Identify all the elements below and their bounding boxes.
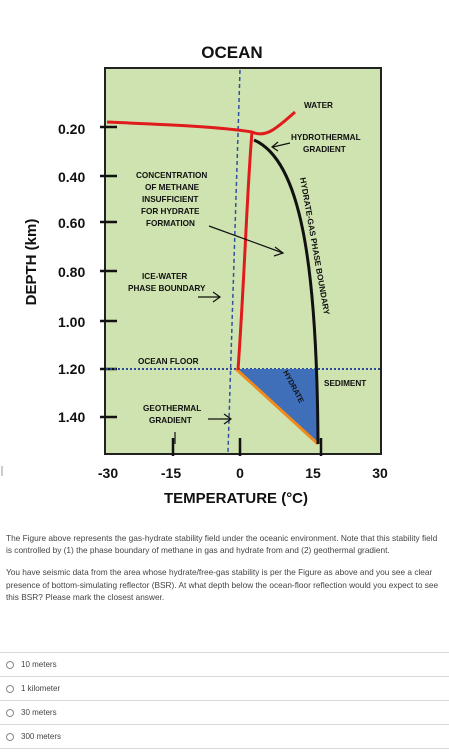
question-paragraph-2: You have seismic data from the area whos…: [6, 567, 439, 602]
hydrate-stability-figure: OCEAN DEPTH (km) 0.20 0.40 0.60 0.80 1.0…: [1, 43, 388, 507]
depth-tick: 0.40: [58, 169, 85, 185]
label-concentration-3: INSUFFICIENT: [142, 195, 198, 204]
option-10-meters[interactable]: 10 meters: [0, 652, 449, 676]
radio-button[interactable]: [6, 708, 14, 717]
temp-tick: 0: [236, 465, 244, 481]
option-label: 1 kilometer: [21, 684, 61, 693]
depth-tick: 0.60: [58, 215, 85, 231]
depth-tick: 1.20: [58, 361, 85, 377]
radio-button[interactable]: [6, 660, 14, 669]
hydrothermal-curve: [106, 110, 297, 136]
label-ice-water-2: PHASE BOUNDARY: [128, 284, 206, 293]
label-sediment: SEDIMENT: [324, 379, 366, 388]
depth-tick: 1.40: [58, 409, 85, 425]
label-concentration-2: OF METHANE: [145, 183, 200, 192]
label-concentration-4: FOR HYDRATE: [141, 207, 200, 216]
label-ice-water: ICE-WATER: [142, 272, 187, 281]
depth-axis: 0.20 0.40 0.60 0.80 1.00 1.20 1.40: [58, 121, 117, 425]
question-paragraph-1: The Figure above represents the gas-hydr…: [6, 533, 438, 556]
label-ocean-floor: OCEAN FLOOR: [138, 357, 199, 366]
temperature-axis: -30 -15 0 15 30: [98, 438, 388, 481]
depth-tick: 1.00: [58, 314, 85, 330]
x-axis-label: TEMPERATURE (°C): [164, 490, 308, 507]
hydrothermal-curve-lower: [236, 131, 254, 371]
label-geothermal: GEOTHERMAL: [143, 404, 201, 413]
geothermal-gradient-line: [234, 367, 320, 446]
option-label: 300 meters: [21, 732, 62, 741]
hydrate-gas-boundary: [253, 138, 320, 445]
radio-button[interactable]: [6, 732, 14, 741]
label-geothermal-2: GRADIENT: [149, 416, 192, 425]
question-text: The Figure above represents the gas-hydr…: [6, 532, 442, 613]
temp-tick: 15: [305, 465, 321, 481]
option-1-kilometer[interactable]: 1 kilometer: [0, 676, 449, 700]
label-concentration: CONCENTRATION: [136, 171, 207, 180]
depth-tick: 0.80: [58, 264, 85, 280]
label-concentration-5: FORMATION: [146, 219, 195, 228]
option-30-meters[interactable]: 30 meters: [0, 700, 449, 724]
y-axis-label: DEPTH (km): [23, 219, 40, 306]
depth-tick: 0.20: [58, 121, 85, 137]
radio-button[interactable]: [6, 684, 14, 693]
figure-title: OCEAN: [201, 43, 262, 62]
answer-options: 10 meters 1 kilometer 30 meters 300 mete…: [0, 652, 449, 749]
zero-degree-line: [227, 69, 241, 453]
label-hydrothermal: HYDROTHERMAL: [291, 133, 361, 142]
temp-tick: -30: [98, 465, 118, 481]
temp-tick: -15: [161, 465, 181, 481]
temp-tick: 30: [372, 465, 388, 481]
label-water: WATER: [304, 101, 333, 110]
option-label: 30 meters: [21, 708, 57, 717]
option-300-meters[interactable]: 300 meters: [0, 724, 449, 749]
option-label: 10 meters: [21, 660, 57, 669]
label-hydrothermal-2: GRADIENT: [303, 145, 346, 154]
